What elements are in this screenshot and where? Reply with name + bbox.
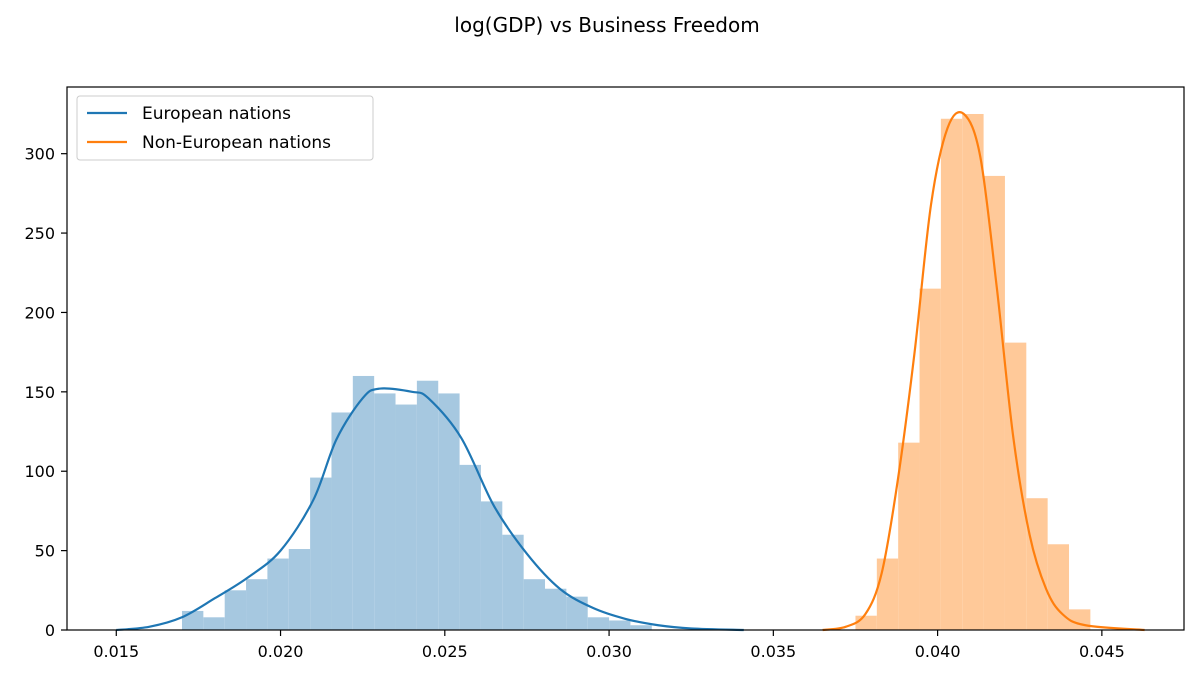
hist-bar: [1047, 544, 1070, 630]
hist-bar: [310, 477, 332, 630]
y-tick-label: 250: [24, 224, 55, 243]
hist-bar: [983, 175, 1005, 630]
hist-bar: [962, 113, 984, 631]
y-tick-label: 0: [45, 621, 55, 640]
y-tick-label: 100: [24, 462, 55, 481]
x-tick-label: 0.045: [1079, 642, 1125, 661]
hist-bar: [288, 549, 311, 630]
x-tick-label: 0.015: [93, 642, 139, 661]
chart-title: log(GDP) vs Business Freedom: [454, 13, 759, 37]
legend: European nations Non-European nations: [76, 95, 374, 161]
hist-bar: [630, 625, 652, 630]
hist-bar: [566, 596, 588, 630]
hist-bar: [545, 588, 567, 630]
y-tick-label: 300: [24, 145, 55, 164]
x-tick-label: 0.030: [586, 642, 632, 661]
hist-bar: [331, 412, 353, 630]
hist-bar: [438, 393, 460, 630]
hist-bar: [416, 380, 439, 630]
hist-bar: [587, 617, 610, 630]
hist-bar: [855, 615, 877, 630]
hist-bar: [940, 118, 963, 630]
hist-bar: [246, 579, 268, 630]
hist-bar: [502, 534, 524, 630]
hist-bar: [352, 375, 375, 630]
plot-frame: [66, 86, 1185, 631]
hist-bar: [224, 590, 247, 630]
hist-bar: [523, 579, 546, 630]
hist-bar: [459, 464, 481, 630]
hist-bar: [919, 288, 941, 630]
legend-box: [76, 95, 374, 161]
legend-label-non-european: Non-European nations: [142, 133, 331, 153]
y-tick-label: 50: [35, 542, 55, 561]
hist-bar: [609, 620, 631, 630]
plot-area: [116, 111, 1145, 632]
hist-bar: [876, 558, 899, 630]
axes: 0.015 0.020 0.025 0.030 0.035 0.040 0.045 0 50 10…: [24, 145, 1124, 661]
y-tick-label: 200: [24, 303, 55, 322]
hist-bar: [480, 501, 503, 630]
y-tick-label: 150: [24, 383, 55, 402]
x-tick-label: 0.025: [422, 642, 468, 661]
x-tick-label: 0.035: [750, 642, 796, 661]
hist-bar: [181, 610, 204, 630]
hist-bar: [203, 617, 225, 630]
hist-bar: [1069, 609, 1091, 630]
hist-bar: [267, 558, 289, 630]
series-1: [822, 111, 1145, 632]
series-0: [116, 375, 744, 632]
x-tick-label: 0.040: [915, 642, 961, 661]
kde-line: [116, 387, 744, 632]
hist-bar: [898, 442, 920, 630]
x-tick-label: 0.020: [258, 642, 304, 661]
hist-bar: [395, 404, 417, 630]
hist-bar: [374, 393, 396, 630]
legend-label-european: European nations: [142, 104, 291, 124]
kde-line: [822, 111, 1145, 632]
